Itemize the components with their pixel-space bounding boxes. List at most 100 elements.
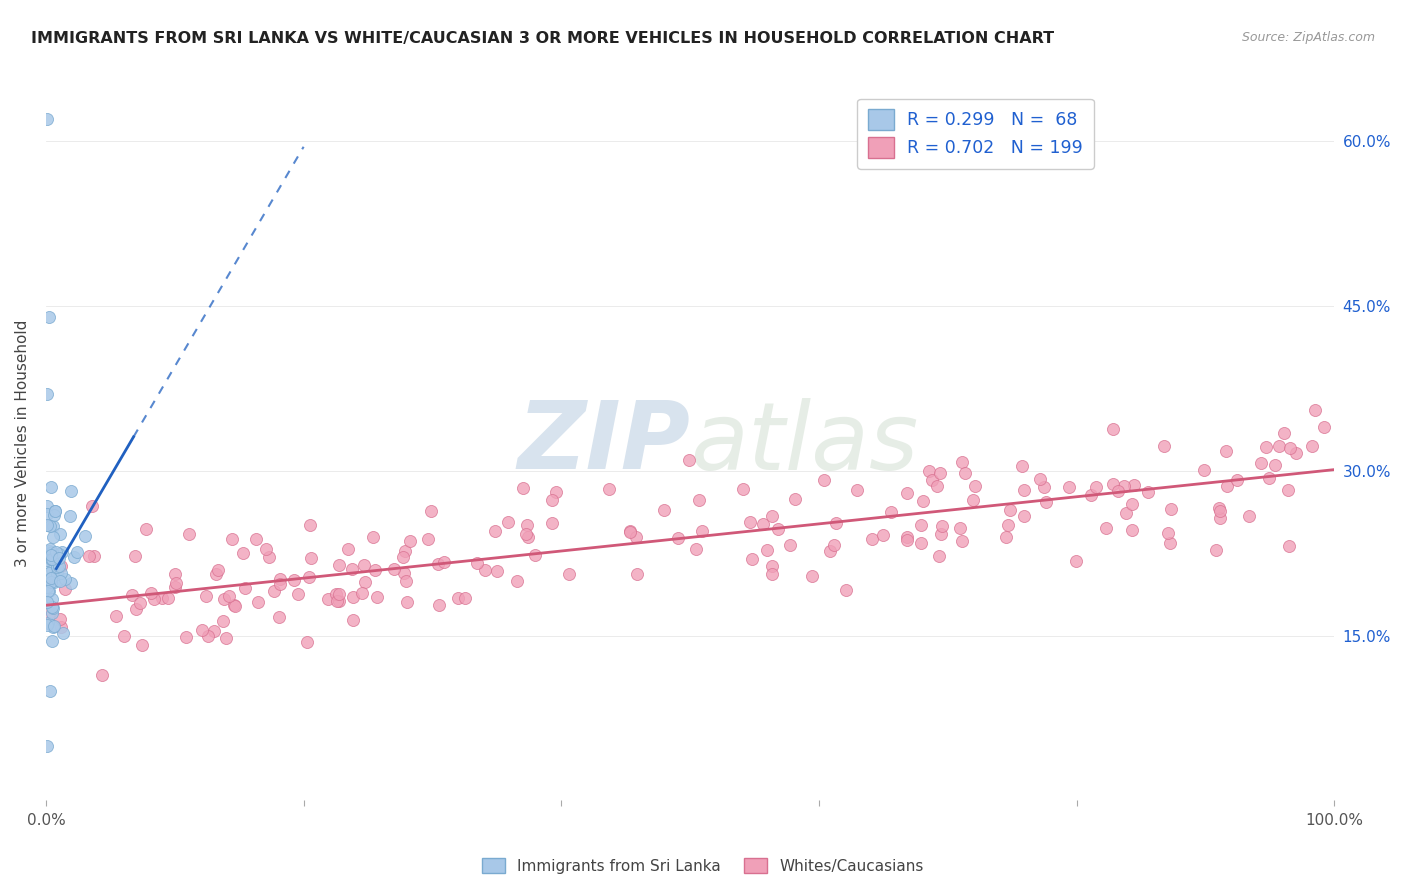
- Point: [41, 544, 63, 558]
- Point: [910, 536, 932, 550]
- Legend: R = 0.299   N =  68, R = 0.702   N = 199: R = 0.299 N = 68, R = 0.702 N = 199: [858, 99, 1094, 169]
- Point: [41, 552, 63, 566]
- Point: [174, 630, 197, 644]
- Point: [474, 563, 496, 577]
- Point: [1277, 483, 1299, 497]
- Point: [416, 532, 439, 546]
- Point: [779, 539, 801, 553]
- Point: [1157, 525, 1180, 540]
- Point: [131, 638, 153, 652]
- Point: [42, 518, 65, 533]
- Point: [112, 629, 135, 643]
- Point: [41, 548, 63, 562]
- Point: [1268, 439, 1291, 453]
- Point: [429, 599, 451, 613]
- Legend: Immigrants from Sri Lanka, Whites/Caucasians: Immigrants from Sri Lanka, Whites/Caucas…: [477, 852, 929, 880]
- Point: [1085, 480, 1108, 494]
- Point: [516, 518, 538, 533]
- Point: [197, 629, 219, 643]
- Point: [91, 667, 114, 681]
- Point: [37, 739, 59, 753]
- Point: [860, 532, 883, 546]
- Point: [768, 522, 790, 536]
- Point: [1313, 420, 1336, 434]
- Point: [896, 533, 918, 547]
- Point: [1112, 478, 1135, 492]
- Point: [41, 606, 63, 620]
- Point: [37, 616, 59, 631]
- Point: [927, 478, 949, 492]
- Point: [49, 620, 72, 634]
- Point: [896, 485, 918, 500]
- Point: [1080, 488, 1102, 502]
- Point: [395, 574, 418, 589]
- Point: [1095, 521, 1118, 535]
- Point: [845, 483, 868, 497]
- Point: [427, 557, 450, 571]
- Point: [297, 634, 319, 648]
- Point: [619, 524, 641, 539]
- Point: [177, 526, 200, 541]
- Point: [467, 556, 489, 570]
- Point: [818, 544, 841, 558]
- Point: [135, 522, 157, 536]
- Point: [515, 527, 537, 541]
- Point: [1215, 444, 1237, 458]
- Point: [49, 566, 72, 580]
- Point: [912, 494, 935, 508]
- Point: [263, 583, 285, 598]
- Point: [929, 526, 952, 541]
- Point: [1285, 446, 1308, 460]
- Point: [626, 566, 648, 581]
- Point: [825, 516, 848, 530]
- Point: [340, 562, 363, 576]
- Point: [38, 519, 60, 533]
- Point: [328, 558, 350, 573]
- Point: [1107, 484, 1129, 499]
- Point: [202, 624, 225, 638]
- Point: [79, 549, 101, 564]
- Text: ZIP: ZIP: [517, 398, 690, 490]
- Point: [998, 503, 1021, 517]
- Point: [328, 593, 350, 607]
- Point: [997, 518, 1019, 533]
- Point: [41, 591, 63, 606]
- Point: [544, 485, 567, 500]
- Point: [299, 551, 322, 566]
- Point: [813, 473, 835, 487]
- Point: [953, 466, 976, 480]
- Point: [218, 589, 240, 603]
- Point: [42, 551, 65, 566]
- Point: [1035, 495, 1057, 509]
- Point: [896, 530, 918, 544]
- Point: [619, 524, 641, 538]
- Point: [1237, 508, 1260, 523]
- Point: [316, 592, 339, 607]
- Point: [1264, 458, 1286, 473]
- Point: [38, 543, 60, 558]
- Point: [598, 482, 620, 496]
- Point: [35, 517, 58, 532]
- Point: [498, 515, 520, 529]
- Point: [245, 532, 267, 546]
- Point: [328, 587, 350, 601]
- Point: [287, 587, 309, 601]
- Point: [447, 591, 470, 605]
- Point: [165, 581, 187, 595]
- Point: [361, 530, 384, 544]
- Point: [269, 572, 291, 586]
- Point: [46, 560, 69, 574]
- Point: [1209, 511, 1232, 525]
- Point: [53, 573, 76, 587]
- Point: [1301, 439, 1323, 453]
- Point: [59, 484, 82, 499]
- Point: [652, 502, 675, 516]
- Point: [1272, 425, 1295, 440]
- Point: [207, 563, 229, 577]
- Point: [38, 584, 60, 599]
- Point: [1159, 536, 1181, 550]
- Point: [39, 571, 62, 585]
- Point: [420, 504, 443, 518]
- Point: [1250, 456, 1272, 470]
- Point: [38, 683, 60, 698]
